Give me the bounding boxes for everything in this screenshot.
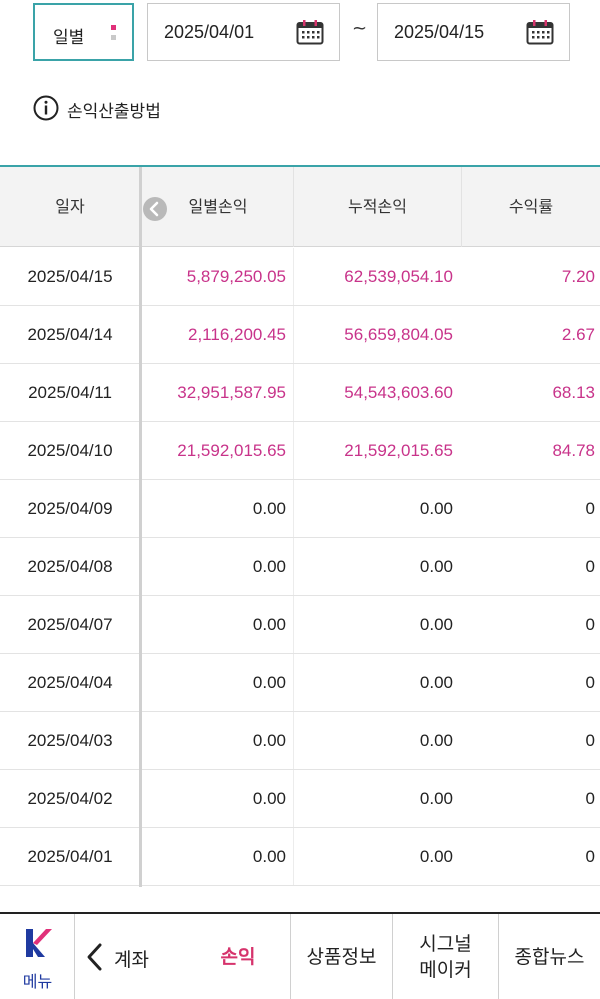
cell-daily-profit: 5,879,250.05 (186, 267, 286, 286)
cell-date: 2025/04/09 (27, 499, 113, 518)
column-header-daily-profit: 일별손익 (188, 197, 248, 216)
cell-date: 2025/04/04 (27, 673, 113, 692)
cell-cumulative-profit: 0.00 (293, 596, 453, 653)
cell-date: 2025/04/03 (27, 731, 113, 750)
table-row[interactable]: 2025/04/15 5,879,250.05 62,539,054.10 7.20 (0, 248, 600, 306)
cell-date: 2025/04/14 (27, 325, 113, 344)
end-date-value: 2025/04/15 (394, 22, 485, 42)
bottom-nav: 메뉴 계좌 손익 상품정보 시그널 메이커 종합뉴스 (0, 912, 600, 999)
table-row[interactable]: 2025/04/03 0.00 0.00 0 (0, 712, 600, 770)
info-icon (33, 95, 59, 121)
back-to-account-button[interactable]: 계좌 (80, 914, 185, 999)
end-date-field[interactable]: 2025/04/15 (377, 3, 570, 61)
scroll-left-icon[interactable] (143, 197, 167, 221)
cell-cumulative-profit: 21,592,015.65 (293, 422, 453, 479)
cell-date: 2025/04/07 (27, 615, 113, 634)
cell-daily-profit: 32,951,587.95 (177, 383, 286, 402)
cell-date: 2025/04/08 (27, 557, 113, 576)
date-range-separator: ~ (352, 18, 368, 39)
tab-general-news[interactable]: 종합뉴스 (498, 914, 600, 999)
table-body: 2025/04/15 5,879,250.05 62,539,054.10 7.20 2… (0, 248, 600, 886)
cell-cumulative-profit: 54,543,603.60 (293, 364, 453, 421)
cell-cumulative-profit: 62,539,054.10 (293, 248, 453, 305)
table-row[interactable]: 2025/04/14 2,116,200.45 56,659,804.05 2.67 (0, 306, 600, 364)
cell-cumulative-profit: 0.00 (293, 654, 453, 711)
dropdown-icon (111, 25, 116, 45)
cell-daily-profit: 21,592,015.65 (177, 441, 286, 460)
profit-calc-method-label: 손익산출방법 (67, 102, 161, 122)
cell-return-rate: 0 (585, 615, 595, 634)
cell-return-rate: 68.13 (552, 383, 595, 402)
k-logo-icon (26, 929, 52, 957)
menu-button[interactable]: 메뉴 (0, 914, 75, 999)
tab-profit[interactable]: 손익 (220, 945, 256, 968)
cell-cumulative-profit: 56,659,804.05 (293, 306, 453, 363)
menu-label: 메뉴 (22, 972, 53, 991)
column-header-return-rate: 수익률 (461, 167, 600, 247)
table-row[interactable]: 2025/04/07 0.00 0.00 0 (0, 596, 600, 654)
column-header-cumulative-profit: 누적손익 (293, 167, 461, 247)
cell-daily-profit: 0.00 (252, 673, 286, 692)
tab-signal-maker-label: 시그널 메이커 (419, 932, 472, 981)
cell-daily-profit: 0.00 (252, 731, 286, 750)
cell-return-rate: 0 (585, 847, 595, 866)
tab-signal-maker[interactable]: 시그널 메이커 (392, 914, 498, 999)
cell-date: 2025/04/01 (27, 847, 113, 866)
period-select[interactable]: 일별 (33, 3, 134, 61)
calendar-icon[interactable] (296, 19, 324, 45)
cell-date: 2025/04/15 (27, 267, 113, 286)
table-row[interactable]: 2025/04/04 0.00 0.00 0 (0, 654, 600, 712)
cell-cumulative-profit: 0.00 (293, 828, 453, 885)
cell-return-rate: 0 (585, 557, 595, 576)
frozen-column-divider (139, 167, 142, 887)
cell-return-rate: 0 (585, 731, 595, 750)
table-header: 일자 일별손익 누적손익 수익률 (0, 167, 600, 247)
cell-cumulative-profit: 0.00 (293, 712, 453, 769)
cell-date: 2025/04/02 (27, 789, 113, 808)
tab-product-info[interactable]: 상품정보 (290, 914, 392, 999)
filter-bar: 일별 2025/04/01 ~ 2025/04/15 (0, 0, 600, 70)
cell-return-rate: 0 (585, 499, 595, 518)
table-row[interactable]: 2025/04/10 21,592,015.65 21,592,015.65 84.7… (0, 422, 600, 480)
column-header-date: 일자 (55, 197, 85, 216)
cell-daily-profit: 0.00 (252, 789, 286, 808)
table-row[interactable]: 2025/04/02 0.00 0.00 0 (0, 770, 600, 828)
cell-return-rate: 0 (585, 673, 595, 692)
profit-table[interactable]: 일자 일별손익 누적손익 수익률 2025/04/15 5,879,250.05 6… (0, 165, 600, 887)
cell-daily-profit: 0.00 (252, 557, 286, 576)
table-row[interactable]: 2025/04/11 32,951,587.95 54,543,603.60 68.1… (0, 364, 600, 422)
start-date-value: 2025/04/01 (164, 22, 255, 42)
cell-date: 2025/04/11 (28, 383, 112, 402)
cell-return-rate: 7.20 (561, 267, 595, 286)
table-row[interactable]: 2025/04/08 0.00 0.00 0 (0, 538, 600, 596)
cell-return-rate: 84.78 (552, 441, 595, 460)
chevron-left-icon (87, 943, 102, 971)
table-row[interactable]: 2025/04/09 0.00 0.00 0 (0, 480, 600, 538)
cell-daily-profit: 0.00 (252, 615, 286, 634)
cell-daily-profit: 0.00 (252, 847, 286, 866)
cell-daily-profit: 0.00 (252, 499, 286, 518)
cell-cumulative-profit: 0.00 (293, 538, 453, 595)
back-label: 계좌 (114, 949, 149, 971)
cell-daily-profit: 2,116,200.45 (188, 325, 286, 344)
cell-date: 2025/04/10 (27, 441, 113, 460)
period-select-label: 일별 (53, 28, 85, 48)
start-date-field[interactable]: 2025/04/01 (147, 3, 340, 61)
cell-return-rate: 2.67 (561, 325, 595, 344)
cell-return-rate: 0 (585, 789, 595, 808)
cell-cumulative-profit: 0.00 (293, 480, 453, 537)
table-row[interactable]: 2025/04/01 0.00 0.00 0 (0, 828, 600, 886)
cell-cumulative-profit: 0.00 (293, 770, 453, 827)
calendar-icon[interactable] (526, 19, 554, 45)
